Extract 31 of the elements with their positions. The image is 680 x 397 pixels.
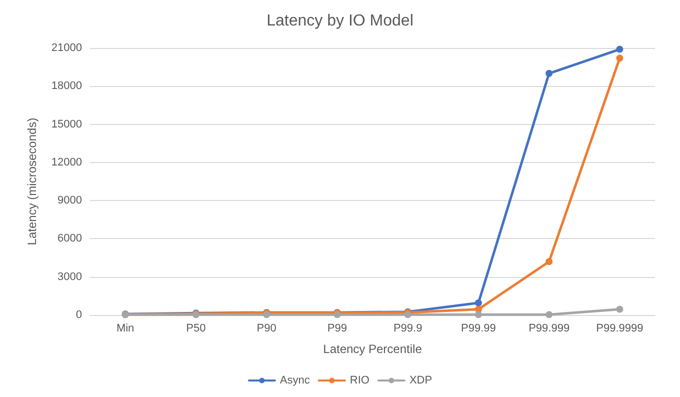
legend-label: XDP [409, 374, 432, 386]
x-tick-label: P99.999 [528, 322, 570, 334]
point [474, 311, 482, 318]
x-tick-label: P99.9999 [596, 322, 644, 334]
point [474, 299, 482, 306]
x-axis-title: Latency Percentile [323, 342, 422, 356]
x-tick-label: Min [116, 322, 134, 334]
point [616, 306, 624, 313]
y-tick-label: 0 [76, 309, 82, 321]
x-tick-label: P99.99 [461, 322, 496, 334]
legend-label: Async [280, 374, 310, 386]
y-tick-label: 9000 [58, 194, 82, 207]
y-tick-label: 12000 [51, 156, 82, 168]
x-tick-label: P99 [327, 322, 347, 334]
point [616, 54, 624, 62]
point [616, 46, 624, 53]
y-tick-label: 18000 [51, 80, 82, 92]
legend-label: RIO [350, 374, 370, 386]
y-tick-label: 3000 [58, 270, 82, 283]
y-axis-title: Latency (microseconds) [25, 118, 39, 246]
y-tick-label: 6000 [58, 232, 82, 245]
y-tick-label: 15000 [51, 118, 82, 130]
point [546, 70, 553, 77]
x-tick-label: P90 [256, 322, 276, 334]
point [546, 311, 553, 318]
point [404, 311, 412, 318]
x-tick-label: P99.9 [393, 322, 422, 334]
x-tick-label: P50 [186, 322, 206, 334]
y-tick-label: 21000 [51, 42, 82, 54]
point [546, 258, 553, 266]
chart-title: Latency by IO Model [266, 12, 414, 30]
